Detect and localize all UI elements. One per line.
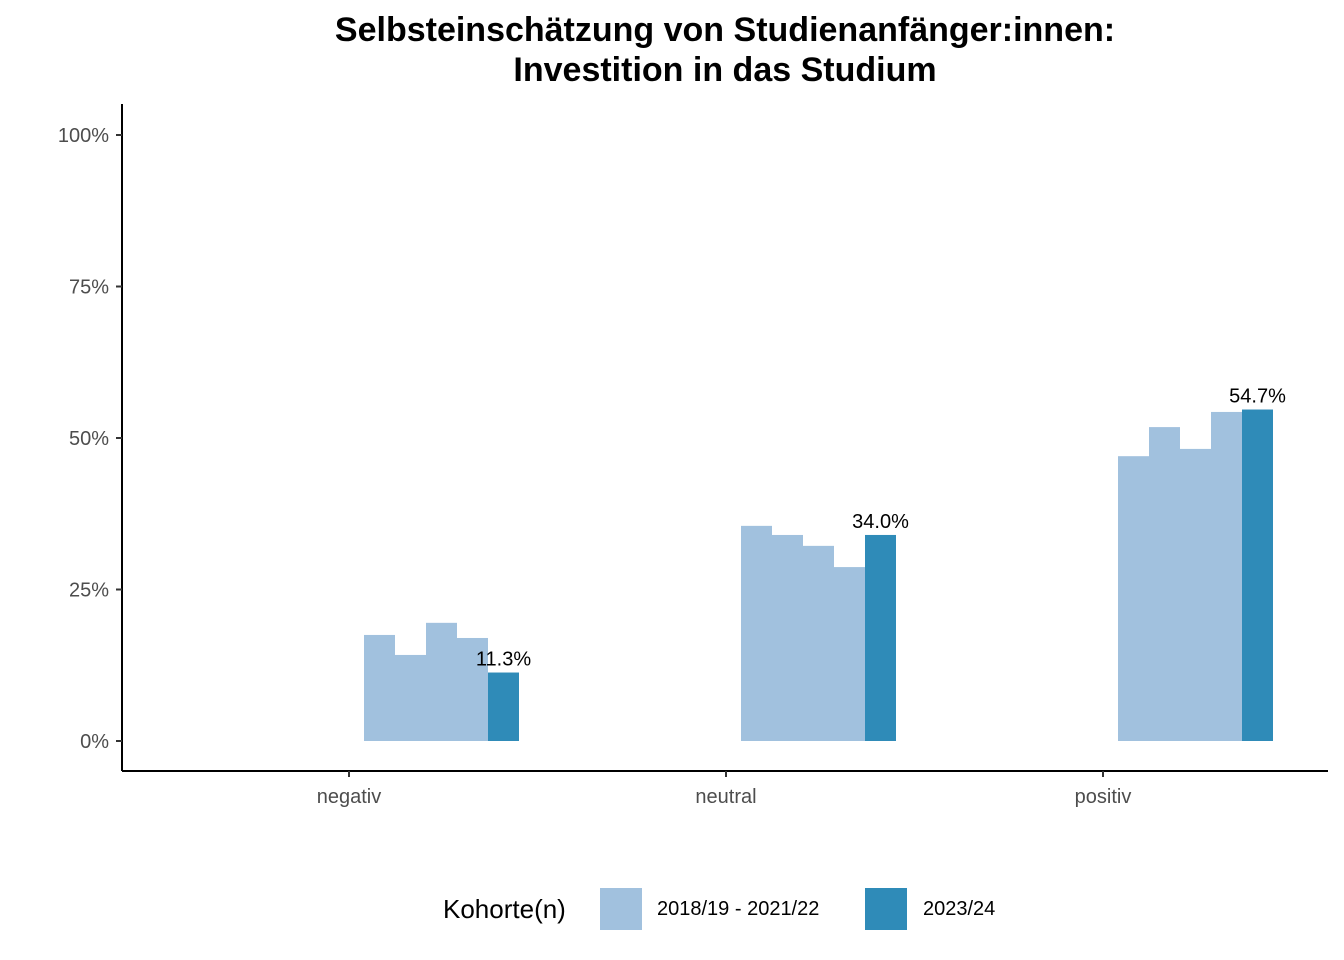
data-label-neutral: 34.0%	[852, 511, 909, 533]
data-label-negativ: 11.3%	[476, 649, 531, 671]
chart-title: Selbsteinschätzung von Studienanfänger:i…	[0, 10, 1344, 90]
y-tick-label: 0%	[80, 731, 109, 753]
y-tick-label: 100%	[58, 125, 109, 147]
legend-label-current: 2023/24	[923, 898, 996, 920]
bar-negativ-2021-22	[457, 637, 488, 741]
data-label-positiv: 54.7%	[1229, 386, 1286, 408]
bar-neutral-2021-22	[834, 567, 865, 741]
bar-positiv-2021-22	[1211, 411, 1242, 741]
legend: Kohorte(n) 2018/19 - 2021/22 2023/24	[0, 886, 1344, 930]
legend-title: Kohorte(n)	[443, 894, 566, 924]
x-tick-label-neutral: neutral	[695, 786, 756, 808]
chart-title-line-2: Investition in das Studium	[513, 51, 937, 89]
bar-negativ-2020-21	[426, 622, 457, 741]
bar-neutral-2018-19	[741, 525, 772, 741]
bar-positiv-current	[1242, 409, 1273, 741]
x-tick-label-positiv: positiv	[1075, 786, 1132, 808]
bar-neutral-2020-21	[803, 545, 834, 741]
x-axis: negativ neutral positiv	[122, 770, 1328, 808]
bar-positiv-2019-20	[1149, 427, 1180, 741]
bar-negativ-2019-20	[395, 654, 426, 741]
legend-label-history: 2018/19 - 2021/22	[657, 898, 820, 920]
bar-negativ-2018-19	[364, 634, 395, 741]
data-labels-layer: 11.3% 34.0% 54.7%	[476, 386, 1286, 671]
bars-layer	[364, 409, 1273, 741]
bar-neutral-current	[865, 534, 896, 741]
y-axis: 0% 25% 50% 75% 100%	[58, 104, 123, 771]
x-tick-label-negativ: negativ	[317, 786, 382, 808]
bar-negativ-current	[488, 672, 519, 741]
chart-title-line-1: Selbsteinschätzung von Studienanfänger:i…	[334, 11, 1116, 49]
legend-key-current	[865, 888, 907, 930]
y-tick-label: 75%	[69, 277, 109, 299]
y-tick-label: 50%	[69, 428, 109, 450]
bar-positiv-2018-19	[1118, 456, 1149, 741]
bar-positiv-2020-21	[1180, 448, 1211, 741]
bar-neutral-2019-20	[772, 534, 803, 741]
legend-key-history	[600, 888, 642, 930]
y-tick-label: 25%	[69, 580, 109, 602]
